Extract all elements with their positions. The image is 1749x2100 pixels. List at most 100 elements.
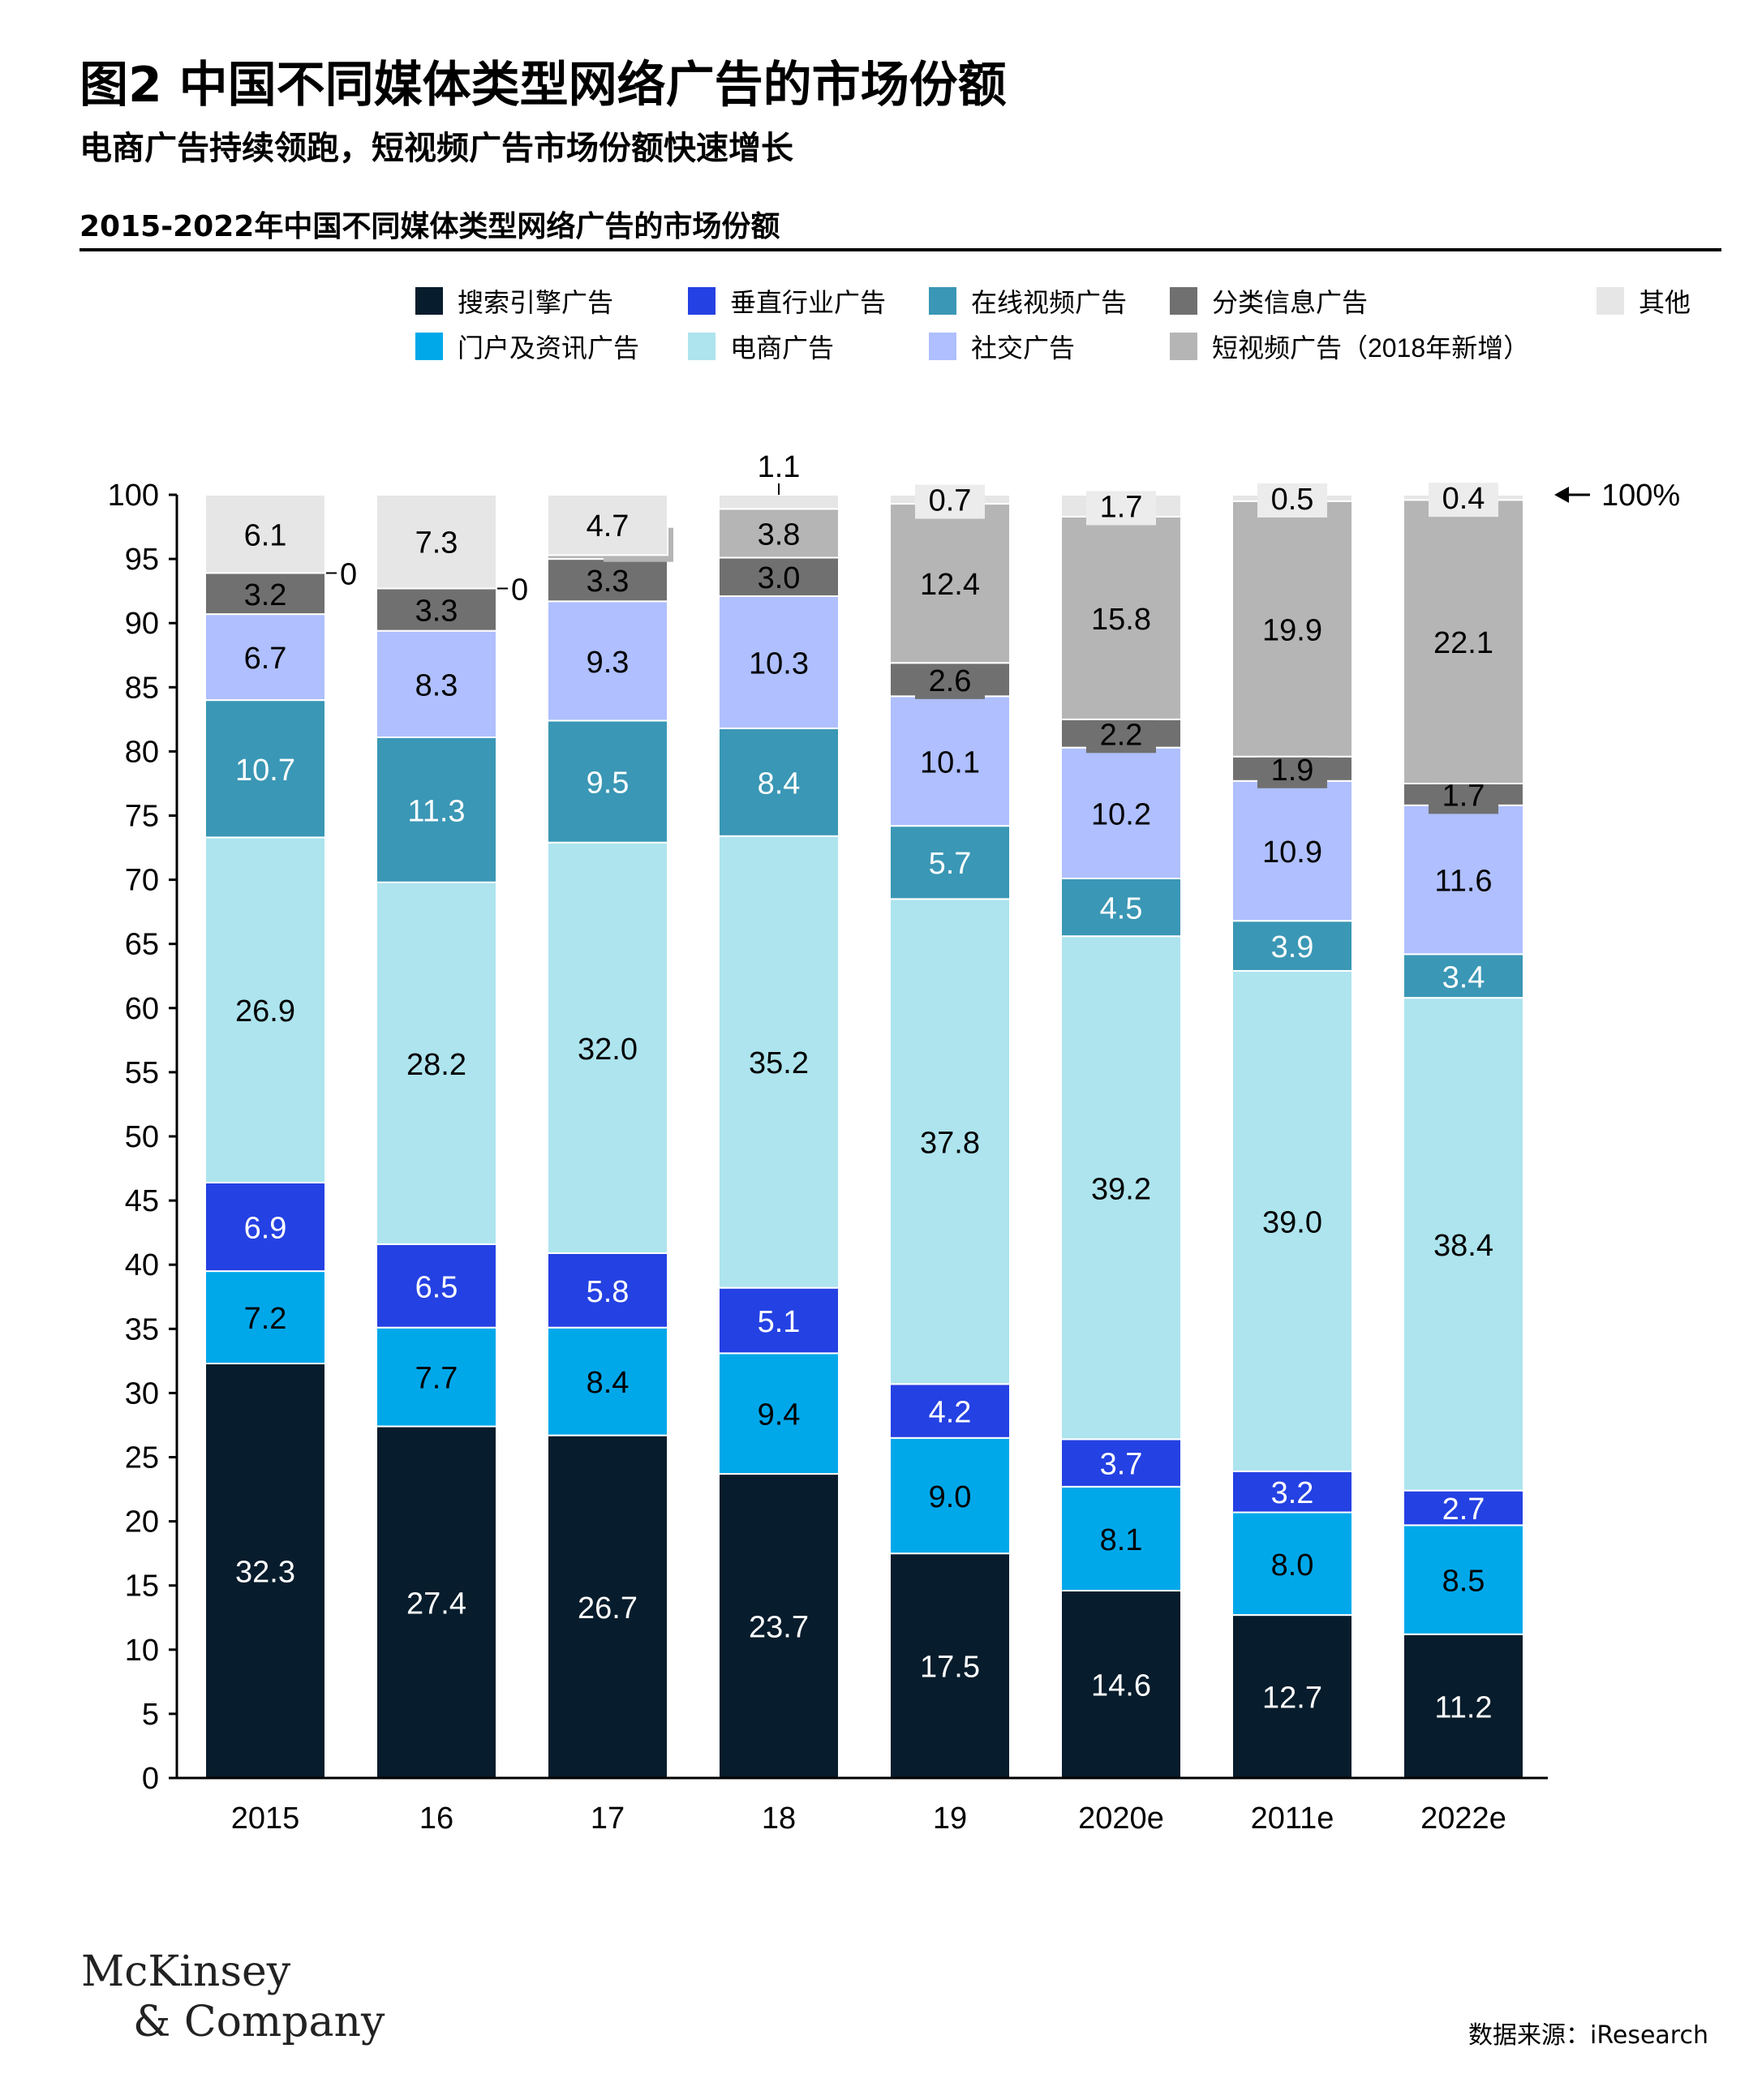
y-tick-label: 60 [125, 992, 159, 1026]
data-label: 3.9 [1271, 930, 1314, 964]
legend-swatch [415, 333, 443, 360]
bar-segment [718, 1473, 840, 1780]
bar-segment [547, 1326, 668, 1437]
legend-label: 其他 [1639, 288, 1691, 317]
bar-segment [1060, 1590, 1182, 1779]
data-label: 9.3 [587, 646, 630, 680]
data-label: 10.3 [749, 646, 809, 681]
bar-segment [718, 1286, 840, 1355]
data-label: 32.3 [235, 1556, 295, 1590]
data-label: 8.5 [1442, 1565, 1485, 1599]
bar-segment [376, 1425, 497, 1779]
data-label: 6.9 [244, 1212, 287, 1246]
bar-segment [204, 572, 326, 616]
bar-segment [1060, 878, 1182, 938]
bars-group: 32.3 7.2 6.9 26.9 10.7 6.7 3.2 0 6.1 27.4 7.7 6.5 28… [204, 450, 1524, 1780]
data-label: 3.4 [1442, 960, 1485, 994]
label-chip [915, 484, 985, 519]
data-label: 3.8 [758, 517, 801, 552]
y-tick-label: 95 [125, 543, 159, 577]
data-label: 7.7 [415, 1362, 458, 1396]
data-label: 11.3 [407, 794, 465, 828]
bar-segment [376, 494, 497, 590]
data-label: 7.2 [244, 1302, 287, 1336]
legend-swatch [688, 287, 716, 315]
data-label: 26.9 [235, 994, 295, 1029]
bar-segment [376, 629, 497, 738]
data-label: 17.5 [920, 1651, 980, 1685]
chart-heading: 2015-2022年中国不同媒体类型网络广告的市场份额 [80, 210, 780, 243]
data-label: 23.7 [749, 1611, 809, 1645]
mckinsey-logo: McKinsey & Company [81, 1947, 385, 2047]
data-label: 2.6 [929, 664, 972, 698]
bar-segment [889, 898, 1011, 1385]
data-label: 9.4 [758, 1398, 801, 1432]
data-label: 8.3 [415, 668, 458, 702]
label-chip [1257, 483, 1327, 517]
data-label: 5.7 [929, 847, 972, 881]
label-chip [1086, 719, 1156, 754]
y-tick-label: 75 [125, 800, 159, 834]
bar-segment [718, 595, 840, 729]
x-tick-label: 2015 [231, 1802, 300, 1836]
data-label: 10.9 [1262, 835, 1322, 870]
bar-segment [204, 494, 326, 574]
data-label: 6.7 [244, 642, 287, 676]
y-tick-label: 100 [108, 479, 159, 513]
legend-label: 社交广告 [971, 333, 1075, 363]
bar-segment [889, 503, 1011, 664]
bar-segment [718, 835, 840, 1289]
data-label: 0 [340, 558, 357, 592]
bar-segment [1231, 1511, 1353, 1617]
bar-segment [1060, 746, 1182, 880]
legend-label: 电商广告 [730, 333, 834, 363]
bar-segment [718, 556, 840, 597]
data-label: 22.1 [1433, 626, 1493, 660]
data-label: 0.5 [1271, 483, 1314, 517]
data-label: 3.2 [1271, 1476, 1314, 1510]
bar-segment [547, 841, 668, 1254]
data-label: 26.7 [578, 1591, 638, 1625]
y-tick-label: 10 [125, 1634, 159, 1668]
data-label: 14.6 [1091, 1669, 1151, 1703]
bar-segment [718, 1352, 840, 1475]
y-tick-label: 50 [125, 1120, 159, 1154]
data-label: 9.5 [587, 767, 630, 801]
y-tick-label: 30 [125, 1376, 159, 1411]
data-label: 10.2 [1091, 797, 1151, 831]
data-label: 19.9 [1262, 613, 1322, 647]
data-label: 1.1 [758, 450, 801, 484]
bar-segment [1403, 1489, 1524, 1527]
legend-swatch [415, 287, 443, 315]
x-tick-label: 2011e [1251, 1802, 1334, 1836]
bar-segment [889, 1383, 1011, 1439]
data-label: 3.3 [415, 595, 458, 629]
data-label: 12.4 [920, 568, 980, 602]
bar-segment [547, 600, 668, 722]
bar-segment [889, 825, 1011, 900]
data-label: 4.7 [587, 509, 630, 543]
bar-segment [376, 1326, 497, 1428]
reference-label: 100% [1601, 479, 1680, 513]
heading-rule [80, 248, 1721, 251]
data-label: 8.0 [1271, 1548, 1314, 1583]
bar-segment [547, 719, 668, 844]
y-tick-label: 85 [125, 671, 159, 705]
data-label: 11.2 [1434, 1690, 1492, 1724]
legend-label: 在线视频广告 [971, 288, 1127, 317]
legend-swatch [1170, 333, 1197, 360]
legend-label: 垂直行业广告 [730, 288, 886, 317]
legend-swatch [929, 287, 956, 315]
bar-segment [889, 1437, 1011, 1555]
bar-segment [204, 1270, 326, 1365]
label-chip [1086, 491, 1156, 526]
data-label: 8.1 [1100, 1523, 1143, 1557]
y-tick-label: 70 [125, 864, 159, 898]
x-tick-label: 17 [591, 1802, 625, 1836]
label-chip [915, 664, 985, 699]
y-tick-label: 55 [125, 1056, 159, 1090]
label-chip [1257, 754, 1327, 788]
data-label: 15.8 [1091, 603, 1151, 637]
bar-segment [1231, 500, 1353, 758]
source-note: 数据来源：iResearch [1468, 2021, 1708, 2050]
